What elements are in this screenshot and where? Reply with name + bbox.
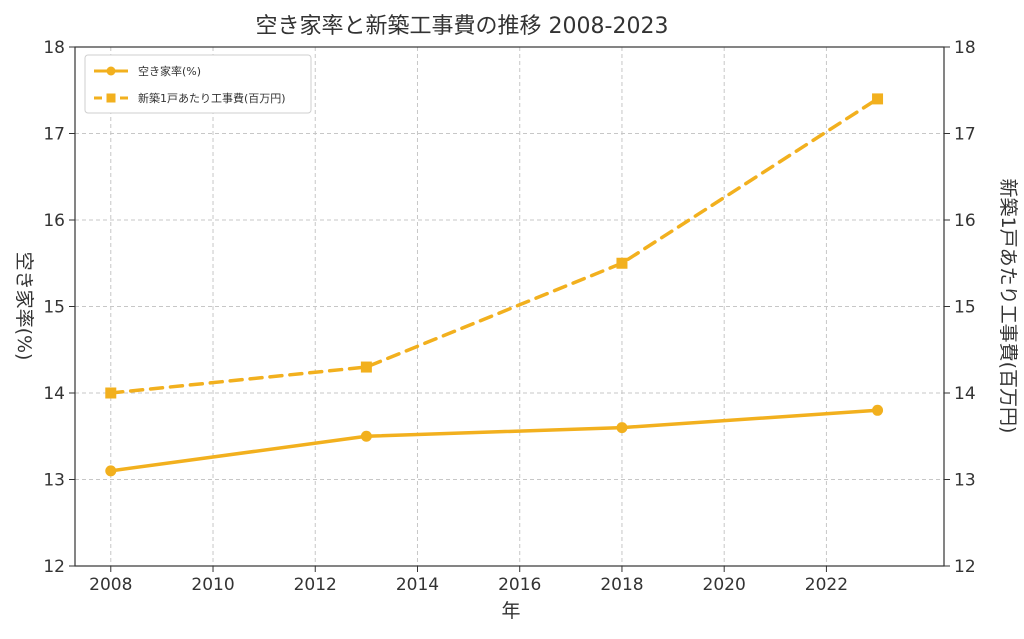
x-tick-label: 2020 bbox=[703, 575, 746, 595]
x-tick-label: 2018 bbox=[600, 575, 643, 595]
x-tick-label: 2016 bbox=[498, 575, 541, 595]
y-right-tick-label: 15 bbox=[954, 298, 976, 318]
y-right-tick-label: 17 bbox=[954, 125, 976, 145]
construction-cost-point bbox=[872, 93, 884, 105]
grid-lines bbox=[75, 46, 944, 567]
x-tick-label: 2008 bbox=[89, 575, 132, 595]
y-left-tick-label: 16 bbox=[43, 211, 65, 231]
construction-cost-point bbox=[616, 257, 628, 269]
x-tick-label: 2012 bbox=[294, 575, 337, 595]
construction-cost-point bbox=[360, 361, 372, 373]
y-left-tick-label: 14 bbox=[43, 384, 65, 404]
y-right-tick-label: 13 bbox=[954, 471, 976, 491]
series-layer bbox=[105, 93, 884, 477]
x-tick-label: 2014 bbox=[396, 575, 439, 595]
y-axis-right: 12 13 14 15 16 17 18 bbox=[944, 38, 976, 577]
legend: 空き家率(%) 新築1戸あたり工事費(百万円) bbox=[84, 54, 312, 114]
legend-marker-square bbox=[106, 93, 116, 103]
y-axis-left: 12 13 14 15 16 17 18 bbox=[43, 38, 75, 577]
x-axis: 2008 2010 2012 2014 2016 2018 2020 2022 bbox=[89, 566, 848, 595]
y-left-tick-label: 15 bbox=[43, 298, 65, 318]
y-left-tick-label: 13 bbox=[43, 471, 65, 491]
chart-title: 空き家率と新築工事費の推移 2008-2023 bbox=[256, 14, 669, 39]
y-right-tick-label: 14 bbox=[954, 384, 976, 404]
y-left-tick-label: 18 bbox=[43, 38, 65, 58]
legend-label-vacancy-rate: 空き家率(%) bbox=[138, 64, 201, 78]
legend-item-vacancy-rate: 空き家率(%) bbox=[94, 64, 201, 78]
y-axis-right-label: 新築1戸あたり工事費(百万円) bbox=[997, 179, 1019, 434]
y-right-tick-label: 12 bbox=[954, 557, 976, 577]
construction-cost-point bbox=[105, 387, 117, 399]
series-line-construction-cost bbox=[109, 97, 880, 395]
legend-item-construction-cost: 新築1戸あたり工事費(百万円) bbox=[94, 91, 286, 105]
legend-label-construction-cost: 新築1戸あたり工事費(百万円) bbox=[138, 91, 286, 105]
legend-marker-circle bbox=[106, 66, 116, 76]
x-axis-label: 年 bbox=[501, 600, 520, 622]
y-axis-left-label: 空き家率(%) bbox=[13, 252, 35, 361]
vacancy-rate-point bbox=[105, 465, 117, 477]
y-right-tick-label: 18 bbox=[954, 38, 976, 58]
x-tick-label: 2010 bbox=[191, 575, 234, 595]
series-line-vacancy-rate bbox=[109, 408, 880, 473]
legend-box bbox=[84, 54, 312, 114]
vacancy-rate-point bbox=[360, 430, 372, 442]
x-tick-label: 2022 bbox=[805, 575, 848, 595]
y-right-tick-label: 16 bbox=[954, 211, 976, 231]
y-left-tick-label: 12 bbox=[43, 557, 65, 577]
vacancy-rate-point bbox=[872, 404, 884, 416]
y-left-tick-label: 17 bbox=[43, 125, 65, 145]
vacancy-rate-point bbox=[616, 422, 628, 434]
